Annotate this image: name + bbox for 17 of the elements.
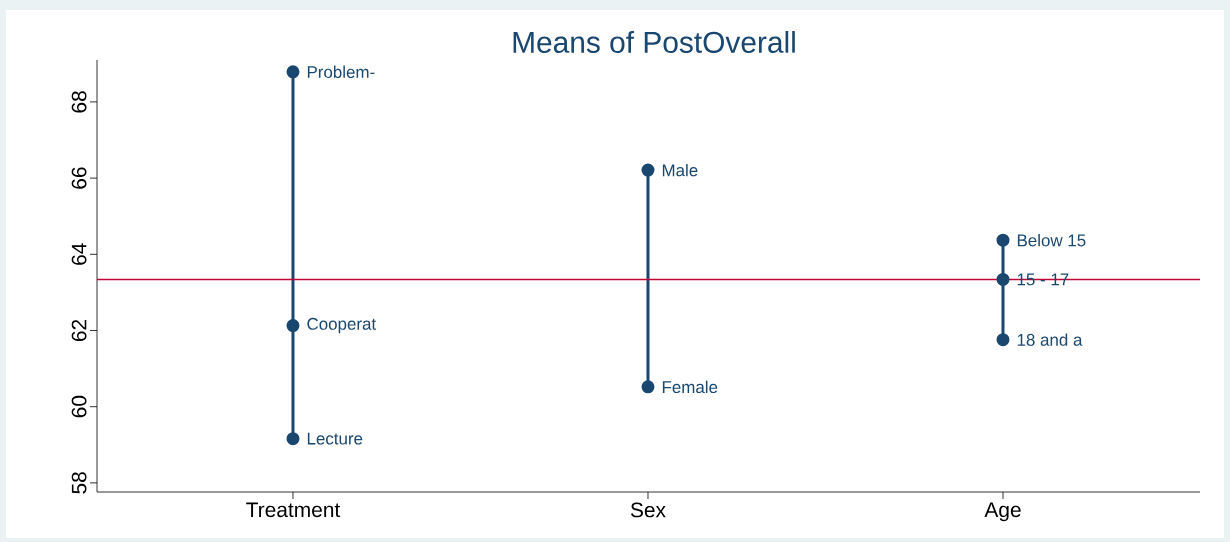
y-tick-label: 58 (71, 472, 87, 494)
annotation: Lecture (307, 432, 363, 445)
annotation: Male (662, 163, 698, 177)
y-tick-label: 62 (71, 319, 87, 342)
annotation: Cooperat (307, 317, 377, 334)
x-tick-label: Age (984, 502, 1021, 522)
annotation: Female (662, 380, 718, 394)
y-tick-label: 66 (71, 167, 87, 189)
annotation: Problem- (307, 65, 375, 79)
y-tick-label: 68 (71, 91, 87, 113)
y-tick-label: 60 (71, 395, 87, 418)
x-tick-label: Treatment (246, 502, 341, 518)
chart-title: Means of PostOverall (513, 31, 795, 53)
annotation: 18 and a (1017, 333, 1083, 346)
x-tick-label: Sex (630, 502, 666, 518)
y-tick-label: 64 (71, 243, 87, 265)
annotation: Below 15 (1017, 233, 1086, 247)
